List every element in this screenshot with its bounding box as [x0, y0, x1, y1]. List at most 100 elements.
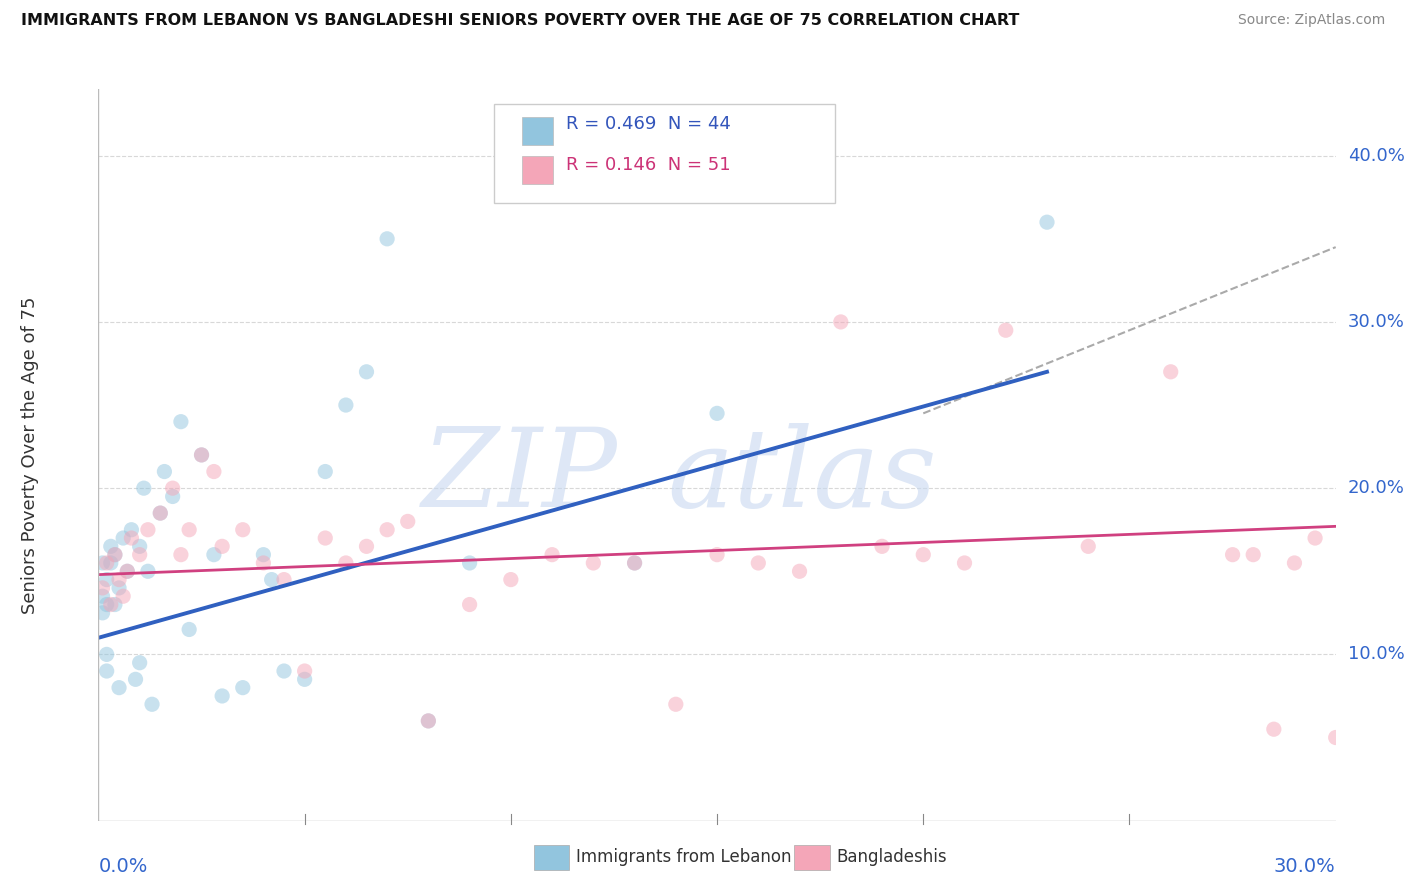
Point [375, 232, 398, 246]
Point [1222, 548, 1244, 562]
Point [418, 714, 440, 728]
Point [912, 548, 935, 562]
Text: Immigrants from Lebanon: Immigrants from Lebanon [576, 848, 792, 866]
Point [232, 681, 254, 695]
Point [190, 448, 212, 462]
Point [162, 481, 184, 495]
Point [1036, 215, 1059, 229]
Point [104, 548, 127, 562]
Point [112, 589, 135, 603]
Point [124, 673, 146, 687]
Point [541, 548, 564, 562]
Point [104, 548, 127, 562]
Point [830, 315, 852, 329]
Point [120, 531, 142, 545]
Text: Bangladeshis: Bangladeshis [837, 848, 948, 866]
FancyBboxPatch shape [495, 103, 835, 202]
Point [294, 664, 316, 678]
Point [706, 548, 728, 562]
Point [141, 698, 163, 712]
Point [149, 506, 172, 520]
Point [1160, 365, 1182, 379]
Point [706, 406, 728, 420]
Point [252, 556, 274, 570]
Point [202, 548, 225, 562]
Point [117, 564, 139, 578]
Point [96, 598, 118, 612]
Text: atlas: atlas [668, 423, 938, 531]
Point [91, 589, 114, 603]
Point [108, 573, 131, 587]
Text: IMMIGRANTS FROM LEBANON VS BANGLADESHI SENIORS POVERTY OVER THE AGE OF 75 CORREL: IMMIGRANTS FROM LEBANON VS BANGLADESHI S… [21, 13, 1019, 29]
Point [108, 581, 131, 595]
FancyBboxPatch shape [522, 117, 553, 145]
FancyBboxPatch shape [522, 156, 553, 185]
Point [623, 556, 645, 570]
Point [136, 523, 159, 537]
Point [335, 556, 357, 570]
Point [179, 623, 201, 637]
Point [294, 673, 316, 687]
Text: 30.0%: 30.0% [1348, 313, 1405, 331]
Point [870, 539, 893, 553]
Point [499, 573, 522, 587]
Point [136, 564, 159, 578]
Point [747, 556, 769, 570]
Point [120, 523, 142, 537]
Text: 40.0%: 40.0% [1348, 146, 1405, 165]
Point [132, 481, 155, 495]
Point [100, 598, 122, 612]
Text: 30.0%: 30.0% [1274, 857, 1336, 876]
Point [100, 556, 122, 570]
Point [96, 556, 118, 570]
Text: 0.0%: 0.0% [98, 857, 148, 876]
Text: 10.0%: 10.0% [1348, 646, 1405, 664]
Text: R = 0.146  N = 51: R = 0.146 N = 51 [567, 156, 731, 174]
Point [202, 465, 225, 479]
Point [108, 681, 131, 695]
Point [128, 539, 150, 553]
Point [335, 398, 357, 412]
Point [104, 598, 127, 612]
Point [418, 714, 440, 728]
Point [1284, 556, 1306, 570]
Point [211, 539, 233, 553]
Point [170, 415, 193, 429]
Point [153, 465, 176, 479]
Point [162, 490, 184, 504]
Point [117, 564, 139, 578]
Point [211, 689, 233, 703]
Point [458, 598, 481, 612]
Point [112, 531, 135, 545]
Point [128, 548, 150, 562]
Point [994, 323, 1017, 337]
Point [396, 515, 419, 529]
Point [96, 573, 118, 587]
Point [170, 548, 193, 562]
Point [623, 556, 645, 570]
Point [375, 523, 398, 537]
Point [252, 548, 274, 562]
Text: ZIP: ZIP [422, 423, 619, 531]
Point [314, 465, 336, 479]
Text: 20.0%: 20.0% [1348, 479, 1405, 497]
Point [1346, 531, 1368, 545]
Point [260, 573, 283, 587]
Point [458, 556, 481, 570]
Point [96, 664, 118, 678]
Point [91, 606, 114, 620]
Point [232, 523, 254, 537]
Point [953, 556, 976, 570]
Point [356, 539, 378, 553]
Point [128, 656, 150, 670]
Point [273, 664, 295, 678]
Point [356, 365, 378, 379]
Text: Seniors Poverty Over the Age of 75: Seniors Poverty Over the Age of 75 [21, 296, 39, 614]
Point [179, 523, 201, 537]
Point [1077, 539, 1099, 553]
Point [273, 573, 295, 587]
Point [582, 556, 605, 570]
Point [1241, 548, 1264, 562]
Point [1365, 548, 1388, 562]
Point [1324, 731, 1347, 745]
